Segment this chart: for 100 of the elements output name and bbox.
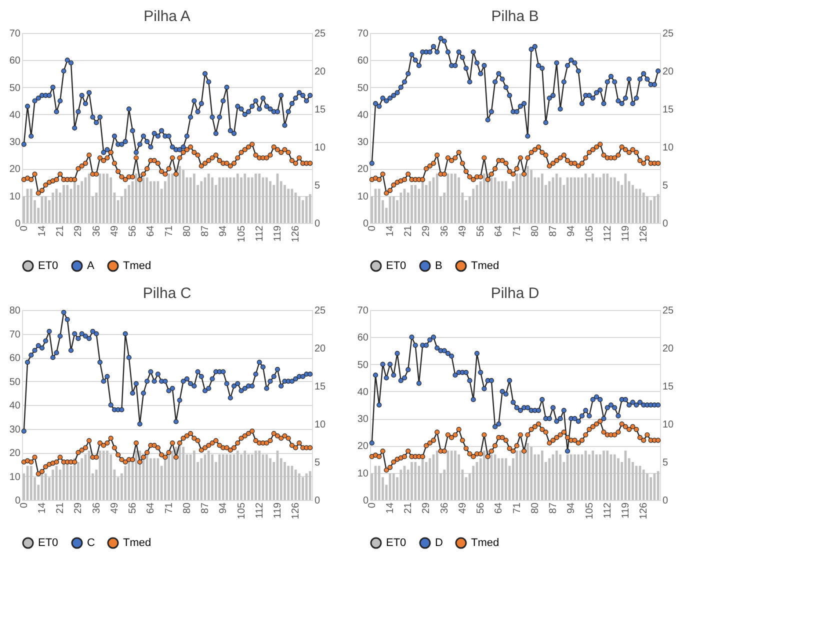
y-tick-label: 40	[357, 110, 369, 121]
bar	[414, 185, 417, 223]
bar	[425, 185, 428, 223]
bar	[602, 450, 605, 500]
x-tick-label: 119	[272, 502, 284, 518]
bar	[192, 174, 196, 223]
y2-tick-label: 5	[662, 180, 668, 192]
y-tick-label: 70	[9, 329, 21, 340]
x-tick-label: 64	[146, 225, 157, 237]
bar	[211, 454, 214, 500]
chart-title: Pilha D	[490, 285, 540, 302]
x-tick-label: 29	[73, 225, 84, 237]
y2-tick-label: 10	[662, 142, 674, 154]
y2-tick-label: 15	[314, 382, 326, 392]
bar	[88, 450, 90, 500]
y-tick-label: 40	[9, 110, 21, 121]
y2-tick-label: 25	[662, 28, 674, 40]
bar	[250, 454, 254, 500]
bar	[284, 462, 286, 500]
legend-label: Tmed	[471, 537, 500, 549]
x-tick-label: 87	[200, 225, 212, 237]
bar	[150, 458, 152, 500]
bar	[287, 466, 290, 500]
bar	[52, 470, 54, 500]
x-tick-label: 56	[128, 502, 139, 514]
bar	[211, 177, 214, 223]
bar	[559, 177, 562, 223]
y-tick-label: 50	[357, 82, 369, 94]
bar	[483, 450, 486, 500]
bar	[501, 181, 504, 223]
bar	[617, 181, 620, 223]
bar	[613, 454, 616, 500]
bar	[472, 466, 475, 500]
bar	[298, 196, 300, 223]
x-tick-label: 14	[37, 225, 48, 237]
y2-tick-label: 20	[662, 344, 674, 354]
bar	[150, 181, 152, 223]
x-tick-label: 119	[272, 225, 284, 242]
x-tick-label: 105	[236, 225, 248, 242]
x-tick-label: 21	[403, 225, 414, 237]
x-tick-label: 94	[566, 502, 578, 514]
y-tick-label: 50	[9, 82, 21, 94]
y-tick-label: 60	[9, 56, 21, 67]
y-tick-label: 70	[357, 28, 369, 40]
bar	[254, 174, 257, 223]
legend-label: Tmed	[471, 260, 500, 272]
x-tick-label: 36	[439, 225, 450, 237]
bar	[650, 477, 652, 500]
x-tick-label: 29	[73, 502, 84, 514]
legend-label: Tmed	[123, 260, 152, 272]
bar	[574, 177, 576, 223]
x-tick-label: 0	[366, 225, 378, 232]
y2-tick-label: 10	[314, 142, 326, 154]
bar	[284, 185, 286, 223]
x-tick-label: 14	[37, 502, 48, 514]
x-tick-label: 119	[620, 502, 632, 518]
bar	[450, 174, 453, 223]
legend-label: D	[435, 537, 443, 549]
x-tick-label: 126	[290, 502, 302, 520]
bar	[269, 181, 272, 223]
bar	[124, 188, 127, 223]
bar	[530, 170, 532, 223]
bar	[501, 458, 504, 500]
bar	[646, 196, 648, 223]
bar	[428, 458, 432, 500]
bar	[254, 450, 257, 500]
x-tick-label: 80	[182, 225, 193, 237]
bar	[635, 466, 638, 500]
y-tick-label: 40	[357, 386, 369, 398]
bar	[498, 181, 500, 223]
bar	[617, 458, 620, 500]
bar	[298, 473, 300, 500]
bar	[656, 194, 660, 223]
y-tick-label: 10	[357, 191, 369, 202]
x-tick-label: 71	[164, 502, 175, 514]
bar	[110, 454, 112, 500]
bar	[258, 174, 261, 223]
bar	[642, 470, 645, 500]
bar	[454, 450, 456, 500]
x-tick-label: 0	[18, 225, 30, 232]
x-tick-label: 49	[109, 502, 120, 514]
bar	[62, 185, 65, 223]
bar	[650, 200, 652, 223]
y2-tick-label: 5	[662, 458, 668, 468]
y-tick-label: 60	[357, 56, 369, 67]
bar	[135, 174, 138, 223]
bar	[400, 192, 402, 223]
legend-label: ET0	[386, 260, 406, 272]
bar	[606, 450, 609, 500]
bar	[584, 450, 587, 500]
y-tick-label: 30	[9, 137, 21, 148]
x-tick-label: 36	[91, 502, 102, 514]
x-tick-label: 0	[18, 502, 30, 508]
y-tick-label: 60	[9, 353, 21, 364]
bar	[244, 450, 246, 500]
x-tick-label: 64	[146, 502, 157, 514]
y2-tick-label: 15	[662, 382, 674, 392]
bar	[240, 454, 242, 500]
x-tick-label: 94	[218, 502, 230, 514]
y2-tick-label: 5	[314, 180, 320, 192]
